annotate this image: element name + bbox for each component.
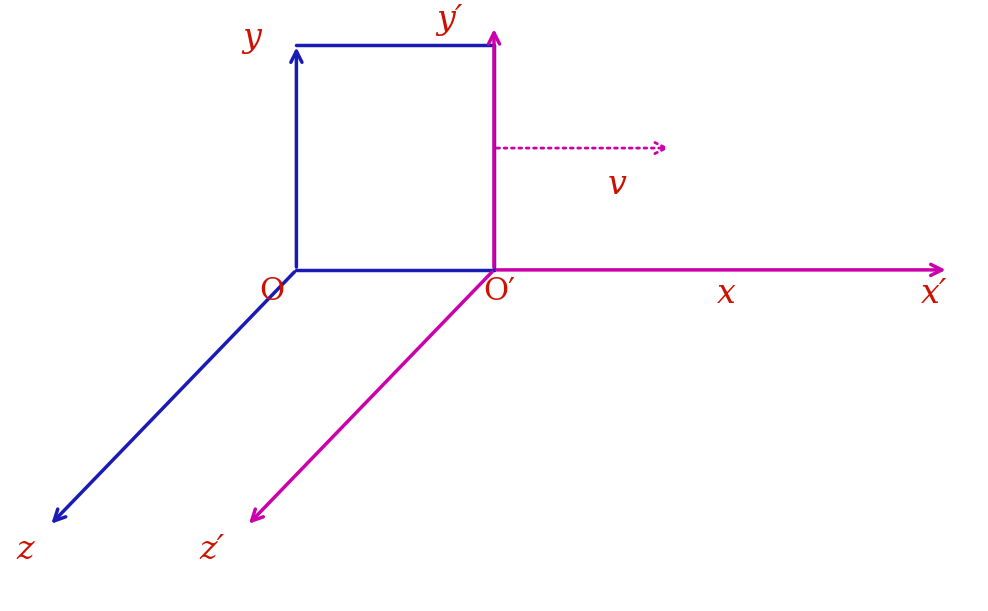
Text: y: y bbox=[242, 23, 262, 54]
Text: O: O bbox=[259, 276, 285, 307]
Text: z′: z′ bbox=[200, 534, 225, 566]
Text: x′: x′ bbox=[921, 278, 947, 310]
Text: z: z bbox=[16, 534, 34, 566]
Text: O′: O′ bbox=[483, 276, 515, 307]
Text: y′: y′ bbox=[437, 4, 462, 36]
Text: x: x bbox=[716, 278, 736, 310]
Text: v: v bbox=[608, 169, 627, 200]
